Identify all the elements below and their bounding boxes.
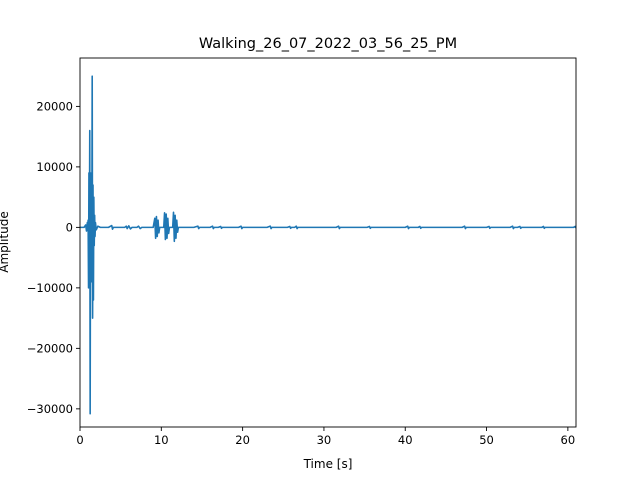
x-tick-label: 60 bbox=[561, 433, 576, 447]
x-tick-label: 10 bbox=[154, 433, 169, 447]
y-tick-label: −30000 bbox=[27, 402, 73, 416]
x-axis-label: Time [s] bbox=[303, 457, 353, 471]
y-tick-label: 0 bbox=[66, 220, 73, 234]
y-tick-label: −20000 bbox=[27, 341, 73, 355]
y-tick-label: 20000 bbox=[36, 99, 73, 113]
plot-frame bbox=[79, 57, 577, 428]
x-tick-label: 0 bbox=[76, 433, 83, 447]
series-line bbox=[80, 75, 576, 415]
x-tick-label: 20 bbox=[235, 433, 250, 447]
x-tick-label: 30 bbox=[317, 433, 332, 447]
x-tick-label: 50 bbox=[479, 433, 494, 447]
chart-title: Walking_26_07_2022_03_56_25_PM bbox=[199, 36, 457, 52]
y-tick-label: −10000 bbox=[27, 281, 73, 295]
x-axis: 0 10 20 30 40 50 60 bbox=[76, 427, 575, 447]
x-tick-label: 40 bbox=[398, 433, 413, 447]
y-axis: −30000 −20000 −10000 0 10000 20000 bbox=[27, 99, 80, 416]
y-tick-label: 10000 bbox=[36, 160, 73, 174]
y-axis-label: Amplitude bbox=[0, 211, 11, 273]
